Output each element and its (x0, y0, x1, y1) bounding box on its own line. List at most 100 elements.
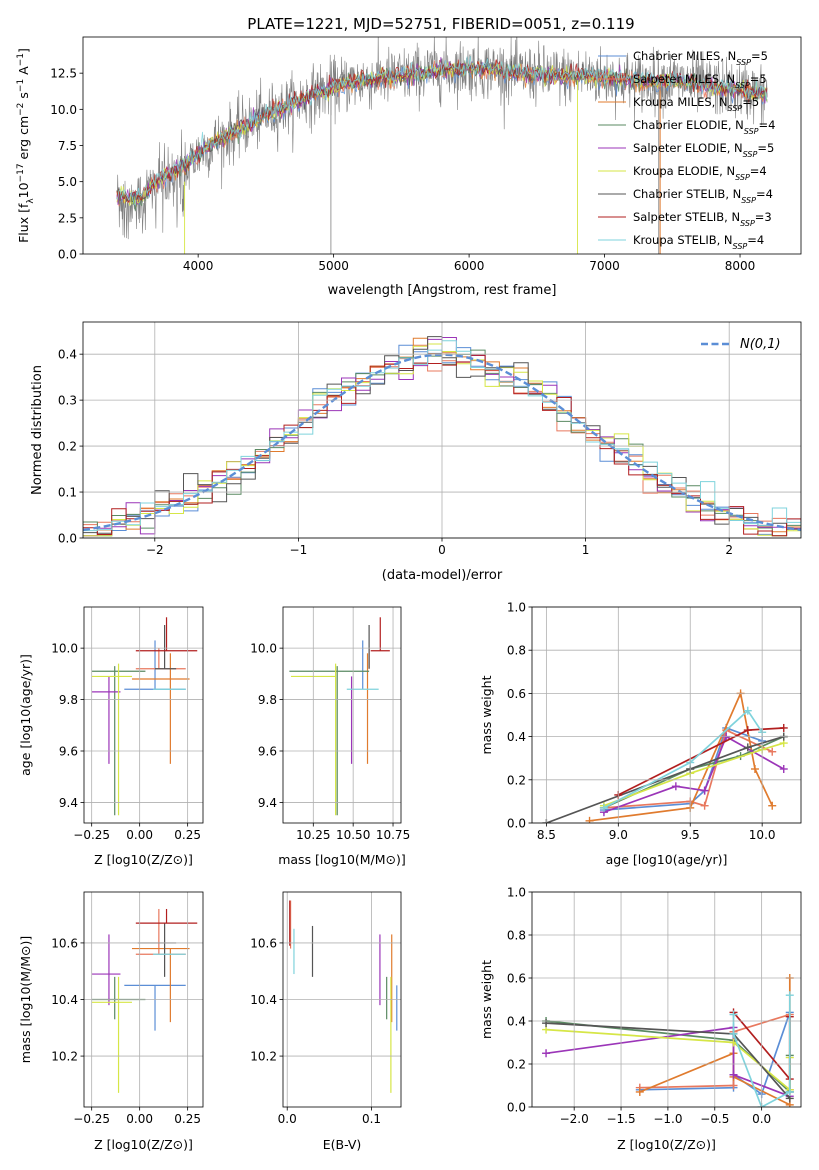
y-tick-label: 10.2 (250, 1050, 277, 1064)
x-tick-label: 8000 (725, 259, 756, 273)
axes-age-vs-mass: 10.25 10.50 10.75 9.4 9.6 9.8 10.0 mass [log10(… (250, 606, 410, 867)
y-tick-label: 10.0 (51, 642, 78, 656)
x-tick-label: 0.00 (126, 828, 153, 842)
legend-sub: SSP (735, 81, 750, 90)
legend-label: Kroupa STELIB, N (633, 233, 733, 247)
y-tick-label: 9.6 (258, 745, 277, 759)
y-tick-label: 9.4 (59, 796, 78, 810)
axes-age-vs-z: −0.25 0.00 0.25 9.4 9.6 9.8 10.0 Z [log10(Z/Z⊙)… (18, 606, 204, 867)
model-fit-line (116, 55, 768, 206)
axes-mass-vs-ebv: 0.0 0.1 10.2 10.4 10.6 E(B-V) (250, 891, 402, 1152)
y-tick-label: 9.6 (59, 745, 78, 759)
legend-nssp: =5 (751, 49, 768, 63)
legend-nssp: =5 (750, 72, 767, 86)
x-tick-label: −2.0 (560, 1112, 589, 1126)
legend-entry: Kroupa STELIB, NSSP=4 (633, 233, 764, 251)
legend-nssp: =4 (747, 233, 764, 247)
x-axis-label: wavelength [Angstrom, rest frame] (328, 283, 557, 298)
y-tick-label: 0.8 (507, 929, 526, 943)
y-tick-label: 1.0 (507, 886, 526, 900)
x-tick-label: −0.5 (700, 1112, 729, 1126)
y-tick-label: 9.8 (59, 693, 78, 707)
legend-label: Kroupa MILES, N (633, 95, 728, 109)
legend-entry: Kroupa MILES, NSSP=5 (633, 95, 759, 113)
legend-entry: Chabrier ELODIE, NSSP=4 (633, 118, 775, 136)
y-tick-label: 9.4 (258, 796, 277, 810)
y-tick-label: 7.5 (58, 139, 77, 153)
legend-sub: SSP (744, 127, 759, 136)
legend-sub: SSP (740, 219, 755, 228)
y-axis-label-part: 10 (16, 182, 31, 198)
axes-residuals: −2 −1 0 1 2 0.0 0.1 0.2 0.3 0.4 (data-model)/error… (30, 321, 802, 583)
axes-frame (83, 606, 204, 824)
legend-entry: N(0,1) (740, 337, 781, 352)
x-tick-label: 9.5 (681, 828, 700, 842)
plot-area (116, 37, 768, 254)
y-axis-label-part: −2 (16, 103, 26, 116)
y-tick-label: 10.0 (50, 103, 77, 117)
y-tick-label: 0.6 (507, 972, 526, 986)
x-tick-label: 0.0 (278, 1112, 297, 1126)
legend-entry: Kroupa ELODIE, NSSP=4 (633, 164, 767, 182)
legend: Chabrier MILES, NSSP=5 Salpeter MILES, NS… (598, 49, 775, 251)
x-axis-label: E(B-V) (323, 1137, 362, 1152)
y-axis-label: age [log10(age/yr)] (18, 654, 33, 776)
y-tick-label: 0.4 (58, 348, 77, 362)
x-tick-label: 5000 (318, 259, 349, 273)
legend-entry: Salpeter ELODIE, NSSP=5 (633, 141, 774, 159)
x-tick-label: 0.25 (174, 828, 201, 842)
y-tick-label: 10.4 (51, 993, 78, 1007)
x-tick-label: 7000 (589, 259, 620, 273)
y-tick-label: 10.0 (250, 642, 277, 656)
legend-nssp: =5 (742, 95, 759, 109)
x-tick-label: 0.1 (362, 1112, 381, 1126)
x-axis-label: Z [log10(Z/Z⊙)] (94, 1137, 193, 1152)
x-axis-label: Z [log10(Z/Z⊙)] (617, 1137, 716, 1152)
legend-nssp: =5 (757, 141, 774, 155)
y-axis-label: Normed distribution (30, 365, 45, 495)
x-tick-label: 8.5 (537, 828, 556, 842)
legend-entry: Chabrier MILES, NSSP=5 (633, 49, 768, 67)
legend-sub: SSP (733, 242, 748, 251)
y-axis-label-part: A (16, 66, 31, 79)
y-tick-label: 0.2 (58, 440, 77, 454)
x-tick-label: 2 (725, 543, 733, 557)
y-tick-label: 10.6 (250, 936, 277, 950)
x-tick-label: −2 (146, 543, 164, 557)
x-tick-label: 10.25 (296, 828, 330, 842)
axes-spectrum: 4000 5000 6000 7000 8000 0.0 2.5 5.0 7.5 10.0 12.5… (16, 36, 802, 298)
x-tick-label: 0 (438, 543, 446, 557)
y-tick-label: 5.0 (58, 175, 77, 189)
y-axis-label-part: Flux [f (16, 203, 31, 243)
x-tick-label: 10.75 (376, 828, 410, 842)
axes-weight-vs-z: −2.0 −1.5 −1.0 −0.5 0.0 0.0 0.2 0.4 0.6 0.8 1.0 Z [… (479, 886, 802, 1152)
legend-entry: Chabrier STELIB, NSSP=4 (633, 187, 773, 205)
legend-nssp: =3 (755, 210, 772, 224)
y-tick-label: 2.5 (58, 211, 77, 225)
y-axis-label-part: s (16, 92, 31, 103)
y-tick-label: 10.6 (51, 936, 78, 950)
y-axis-label: mass weight (479, 675, 494, 754)
plot-area (91, 908, 198, 1093)
x-tick-label: −1.5 (606, 1112, 635, 1126)
legend-nssp: =4 (759, 118, 776, 132)
legend-sub: SSP (728, 104, 743, 113)
legend-nssp: =4 (756, 187, 773, 201)
x-tick-label: 0.0 (752, 1112, 771, 1126)
legend-label: Kroupa ELODIE, N (633, 164, 735, 178)
legend-sub: SSP (735, 173, 750, 182)
y-tick-label: 10.4 (250, 993, 277, 1007)
x-tick-label: 1 (582, 543, 590, 557)
y-axis-label-part: ] (16, 48, 31, 53)
x-tick-label: 10.0 (749, 828, 776, 842)
y-tick-label: 0.0 (58, 248, 77, 262)
plot-area (542, 689, 788, 823)
y-axis-label: mass weight (479, 960, 494, 1039)
axes-frame (531, 606, 802, 824)
legend-sub: SSP (741, 196, 756, 205)
weight-series-line (732, 995, 791, 1107)
legend-entry: Salpeter MILES, NSSP=5 (633, 72, 767, 90)
y-tick-label: 0.4 (507, 730, 526, 744)
legend-label: Chabrier ELODIE, N (633, 118, 744, 132)
axes-mass-vs-z: −0.25 0.00 0.25 10.2 10.4 10.6 Z [log10(Z/Z⊙)]… (18, 891, 204, 1152)
